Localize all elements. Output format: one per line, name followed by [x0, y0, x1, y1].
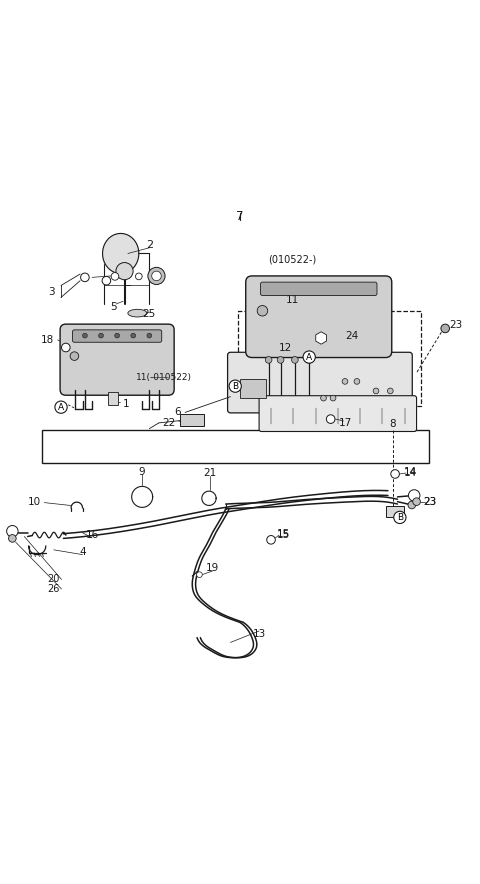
- Bar: [238, 311, 421, 407]
- Circle shape: [321, 395, 326, 401]
- Text: 11(-010522): 11(-010522): [136, 373, 192, 382]
- Bar: [42, 431, 429, 463]
- Text: 7: 7: [236, 210, 244, 224]
- Text: 13: 13: [252, 629, 266, 639]
- Circle shape: [408, 490, 420, 501]
- Text: 19: 19: [206, 563, 219, 573]
- FancyBboxPatch shape: [259, 396, 417, 431]
- Circle shape: [152, 271, 161, 281]
- Circle shape: [337, 286, 343, 291]
- Text: 22: 22: [162, 418, 175, 428]
- Text: 16: 16: [85, 530, 99, 540]
- Circle shape: [277, 356, 284, 363]
- Bar: [180, 415, 204, 426]
- Text: 23: 23: [423, 497, 436, 507]
- Circle shape: [135, 273, 142, 279]
- Circle shape: [81, 273, 89, 282]
- Circle shape: [9, 535, 16, 542]
- FancyBboxPatch shape: [60, 324, 174, 395]
- Text: 17: 17: [338, 418, 352, 428]
- Text: 24: 24: [346, 331, 359, 341]
- Text: 11: 11: [286, 295, 299, 305]
- Text: 4: 4: [79, 547, 86, 557]
- FancyBboxPatch shape: [246, 276, 392, 357]
- Text: 23: 23: [423, 497, 436, 507]
- Circle shape: [291, 356, 298, 363]
- Circle shape: [330, 395, 336, 401]
- FancyBboxPatch shape: [261, 282, 377, 295]
- Circle shape: [70, 352, 79, 361]
- Circle shape: [116, 263, 133, 279]
- Polygon shape: [202, 492, 216, 506]
- Circle shape: [147, 333, 152, 338]
- Text: B: B: [397, 513, 403, 522]
- Circle shape: [131, 333, 136, 338]
- Circle shape: [273, 286, 279, 291]
- Bar: [385, 507, 404, 517]
- Text: 18: 18: [41, 335, 54, 345]
- Circle shape: [359, 286, 364, 291]
- Text: 2: 2: [146, 240, 153, 250]
- Polygon shape: [103, 233, 139, 273]
- Circle shape: [373, 388, 379, 393]
- Circle shape: [387, 388, 393, 393]
- Circle shape: [316, 286, 322, 291]
- Circle shape: [413, 498, 420, 506]
- Circle shape: [441, 324, 449, 332]
- Circle shape: [111, 272, 119, 280]
- Text: B: B: [232, 382, 238, 391]
- Bar: [240, 379, 266, 398]
- Text: 15: 15: [276, 529, 289, 538]
- Text: 3: 3: [48, 286, 55, 297]
- Text: 1: 1: [123, 399, 130, 408]
- Circle shape: [148, 267, 165, 285]
- Circle shape: [354, 378, 360, 385]
- Bar: [108, 392, 118, 405]
- Circle shape: [115, 333, 120, 338]
- FancyBboxPatch shape: [72, 330, 162, 342]
- Text: (010522-): (010522-): [268, 255, 317, 264]
- Text: 5: 5: [110, 302, 117, 312]
- Circle shape: [408, 501, 416, 509]
- Circle shape: [294, 286, 300, 291]
- Text: 10: 10: [28, 497, 41, 507]
- Circle shape: [61, 343, 70, 352]
- Circle shape: [98, 333, 103, 338]
- Text: 25: 25: [143, 309, 156, 319]
- Text: 6: 6: [175, 408, 181, 417]
- Circle shape: [326, 415, 335, 423]
- Text: 23: 23: [450, 320, 463, 330]
- Text: 15: 15: [276, 530, 289, 540]
- Text: 26: 26: [48, 584, 60, 594]
- Polygon shape: [132, 486, 153, 507]
- Text: 14: 14: [404, 468, 417, 478]
- Text: 8: 8: [389, 419, 396, 429]
- Circle shape: [83, 333, 87, 338]
- Text: A: A: [306, 353, 312, 362]
- Text: 12: 12: [279, 343, 292, 353]
- Text: 21: 21: [204, 469, 216, 478]
- Circle shape: [306, 356, 312, 363]
- FancyBboxPatch shape: [228, 353, 412, 413]
- Circle shape: [342, 378, 348, 385]
- Circle shape: [197, 572, 202, 577]
- Ellipse shape: [128, 309, 147, 317]
- Circle shape: [257, 306, 268, 316]
- Circle shape: [265, 356, 272, 363]
- Text: 9: 9: [139, 467, 145, 476]
- Text: A: A: [58, 403, 64, 412]
- Circle shape: [267, 536, 276, 545]
- Circle shape: [391, 469, 399, 478]
- Text: 14: 14: [404, 467, 417, 477]
- Circle shape: [102, 277, 111, 285]
- Circle shape: [7, 525, 18, 537]
- Text: 20: 20: [48, 575, 60, 584]
